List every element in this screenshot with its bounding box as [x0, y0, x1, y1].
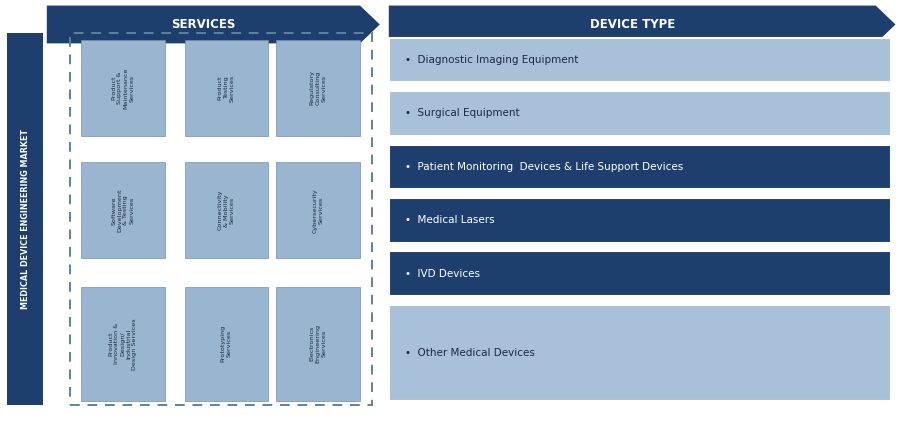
Polygon shape — [47, 6, 380, 43]
Text: Product
Innovation &
Design/
Industrial
Design Services: Product Innovation & Design/ Industrial … — [108, 318, 138, 370]
Bar — [81, 162, 165, 258]
Bar — [276, 287, 360, 401]
Text: Product
Support &
Maintenance
Services: Product Support & Maintenance Services — [112, 67, 134, 109]
Text: •  Patient Monitoring  Devices & Life Support Devices: • Patient Monitoring Devices & Life Supp… — [405, 162, 683, 172]
Bar — [81, 287, 165, 401]
Bar — [389, 145, 891, 189]
Text: Electronics
Engineering
Services: Electronics Engineering Services — [310, 324, 327, 363]
Bar — [184, 40, 268, 136]
Bar — [389, 251, 891, 296]
Text: •  Surgical Equipment: • Surgical Equipment — [405, 109, 519, 118]
Text: Prototyping
Services: Prototyping Services — [220, 325, 232, 362]
Text: Cybersecurity
Services: Cybersecurity Services — [312, 188, 324, 233]
Text: DEVICE TYPE: DEVICE TYPE — [590, 18, 675, 31]
Bar — [276, 162, 360, 258]
Bar — [389, 91, 891, 136]
Bar — [184, 162, 268, 258]
Text: Regulatory
Consulting
Services: Regulatory Consulting Services — [310, 70, 327, 105]
Text: Software
Development
& Testing
Services: Software Development & Testing Services — [112, 189, 134, 232]
Text: Connectivity
& Mobility
Services: Connectivity & Mobility Services — [218, 190, 235, 231]
Bar — [389, 305, 891, 400]
Bar — [276, 40, 360, 136]
Text: •  Other Medical Devices: • Other Medical Devices — [405, 348, 535, 358]
Text: MEDICAL DEVICE ENGINEERING MARKET: MEDICAL DEVICE ENGINEERING MARKET — [21, 129, 30, 309]
Polygon shape — [389, 6, 896, 43]
Text: •  IVD Devices: • IVD Devices — [405, 269, 480, 279]
Text: Product
Testing
Services: Product Testing Services — [218, 74, 235, 101]
Bar — [184, 287, 268, 401]
Bar — [389, 38, 891, 82]
Text: •  Diagnostic Imaging Equipment: • Diagnostic Imaging Equipment — [405, 55, 579, 65]
Bar — [70, 33, 372, 405]
Text: SERVICES: SERVICES — [171, 18, 236, 31]
Bar — [389, 198, 891, 243]
Text: •  Medical Lasers: • Medical Lasers — [405, 215, 495, 225]
Bar — [7, 33, 43, 405]
Bar — [81, 40, 165, 136]
